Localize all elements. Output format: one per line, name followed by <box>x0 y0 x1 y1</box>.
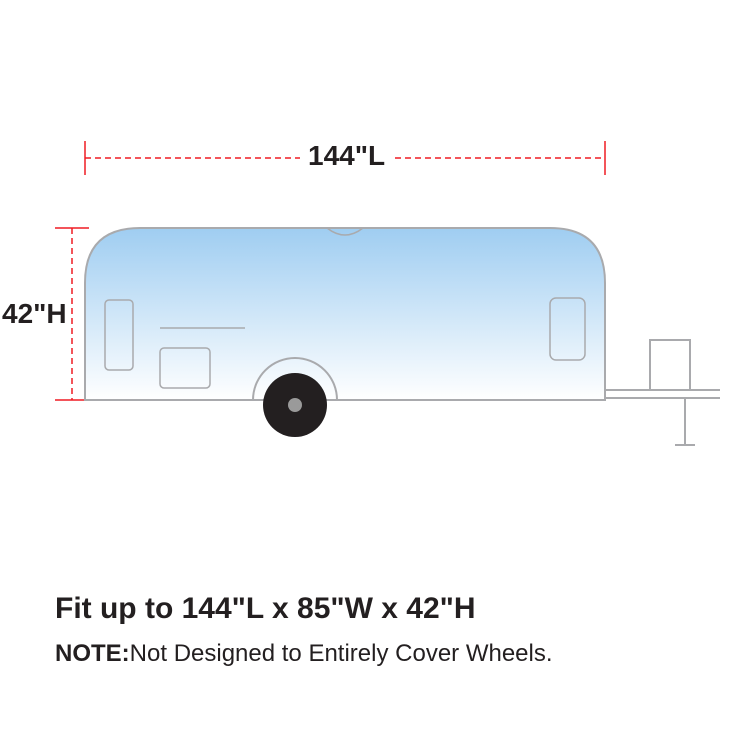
wheel-hub <box>288 398 302 412</box>
note-label: NOTE: <box>55 640 130 667</box>
note-text: Not Designed to Entirely Cover Wheels. <box>130 640 553 667</box>
length-label: 144"L <box>300 140 393 172</box>
height-label: 42"H <box>2 298 67 330</box>
hitch-assembly <box>605 340 720 445</box>
fit-dimensions-text: Fit up to 144"L x 85"W x 42"H <box>55 592 476 626</box>
trailer-diagram <box>0 0 750 750</box>
trailer-cover <box>85 228 605 400</box>
note-line: NOTE:Not Designed to Entirely Cover Whee… <box>55 640 553 668</box>
